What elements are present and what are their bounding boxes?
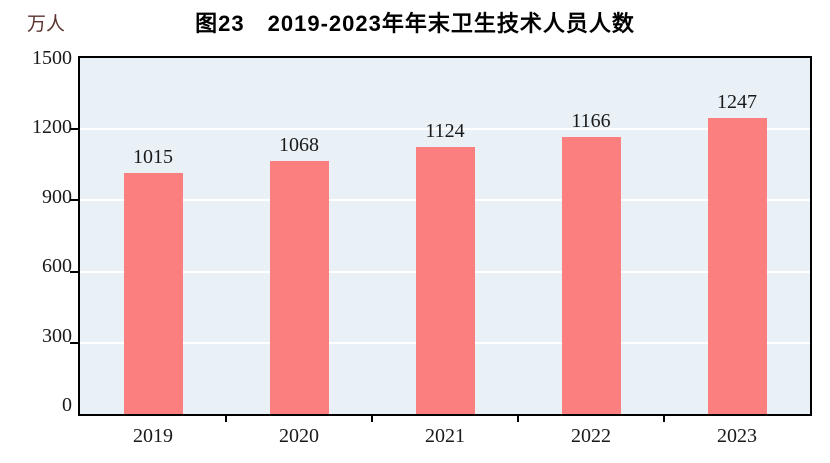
bar xyxy=(415,147,475,414)
bar xyxy=(561,137,621,414)
x-axis-tick-label: 2019 xyxy=(133,425,173,447)
x-axis-tick-mark xyxy=(663,416,665,422)
y-axis-tick-label: 300 xyxy=(42,324,72,347)
y-axis-tick-mark xyxy=(70,270,78,273)
x-axis-tick-label: 2020 xyxy=(279,425,319,447)
x-axis-tick-label: 2021 xyxy=(425,425,465,447)
bar xyxy=(123,173,183,414)
y-axis-tick-label: 0 xyxy=(62,394,72,416)
x-axis-tick-mark xyxy=(371,416,373,422)
plot-area xyxy=(80,58,810,414)
y-axis-tick-mark xyxy=(70,341,78,344)
y-axis-tick-label: 1500 xyxy=(32,47,72,69)
bar xyxy=(707,118,767,414)
y-axis-tick-label: 900 xyxy=(42,185,72,208)
y-axis-tick-mark xyxy=(70,199,78,202)
x-axis-tick-label: 2022 xyxy=(571,425,611,447)
chart-title: 图23 2019-2023年年末卫生技术人员人数 xyxy=(195,11,635,36)
x-axis-tick-label: 2023 xyxy=(717,425,757,447)
gridline xyxy=(80,128,810,131)
y-axis-unit-label: 万人 xyxy=(27,14,66,35)
y-axis-tick-label: 600 xyxy=(42,255,72,278)
x-axis-tick-mark xyxy=(225,416,227,422)
bar xyxy=(269,160,329,414)
x-axis-tick-mark xyxy=(517,416,519,422)
y-axis-tick-label: 1200 xyxy=(32,116,72,139)
y-axis-tick-mark xyxy=(70,128,78,131)
